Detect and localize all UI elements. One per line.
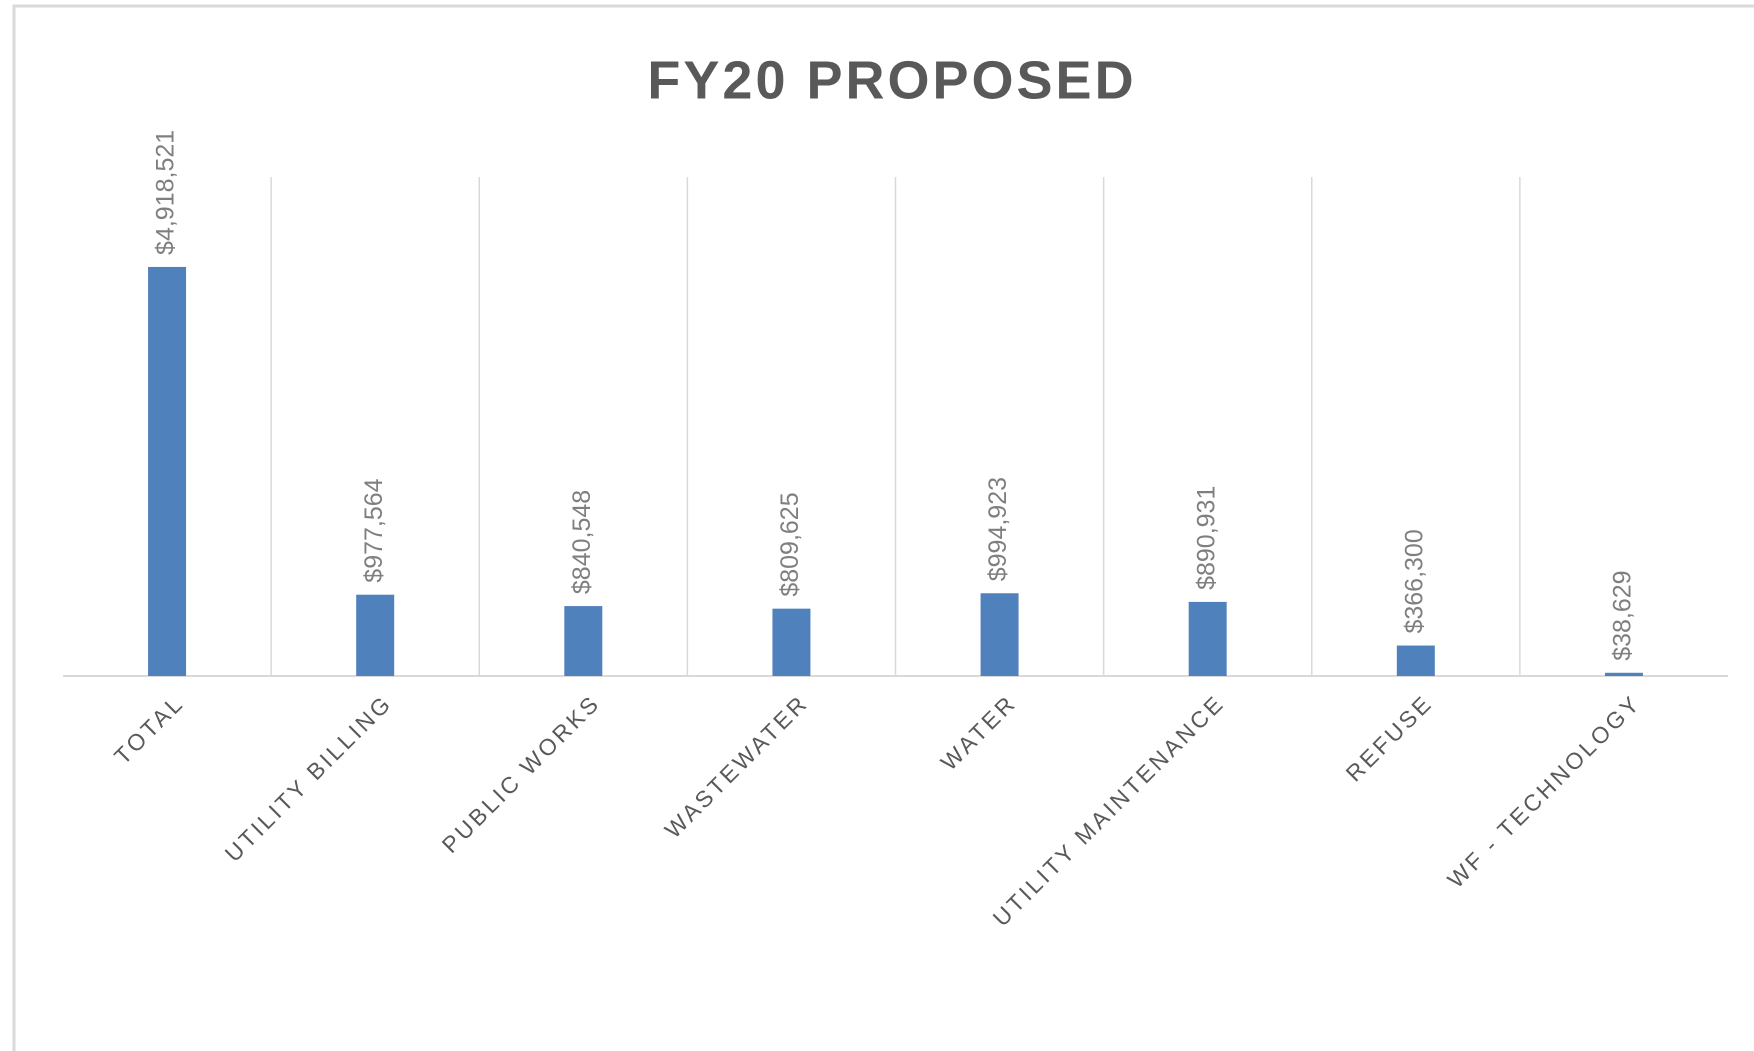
bar [564,606,603,676]
value-label: $977,564 [360,478,388,582]
x-tick-label: WF - TECHNOLOGY [1442,689,1646,893]
x-tick-label: PUBLIC WORKS [437,689,606,858]
value-label: $809,625 [776,492,804,596]
value-label: $38,629 [1609,570,1637,660]
x-tick-label: REFUSE [1341,689,1438,786]
x-tick-label: WASTEWATER [660,689,814,843]
chart-border [12,4,1754,1051]
value-label: $994,923 [984,477,1012,581]
bar [980,593,1019,676]
bar [772,608,811,676]
x-tick-label: WATER [935,689,1021,775]
chart-title: FY20 PROPOSED [647,50,1136,110]
bar [148,266,187,676]
value-label: $4,918,521 [152,130,180,255]
bar [1396,645,1435,676]
bar [1188,601,1227,676]
x-tick-label: UTILITY BILLING [220,689,397,866]
x-tick-label: UTILITY MAINTENANCE [988,689,1230,931]
value-label: $366,300 [1400,529,1428,633]
bar [1604,672,1643,676]
value-label: $840,548 [568,490,596,594]
bar [356,594,395,676]
value-label: $890,931 [1192,486,1220,590]
x-tick-label: TOTAL [109,689,189,769]
